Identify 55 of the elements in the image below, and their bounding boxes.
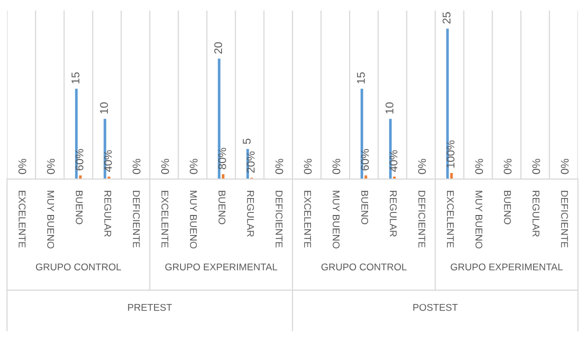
data-label: 0% xyxy=(504,158,512,174)
bar xyxy=(222,174,224,180)
data-label: 0% xyxy=(161,158,170,174)
data-label: 10 xyxy=(386,102,394,114)
x-tick-label: BUENO xyxy=(76,190,83,224)
data-label: 15 xyxy=(357,72,365,84)
text: PRETEST xyxy=(128,304,172,311)
data-label: 40% xyxy=(390,150,398,172)
text: GRUPO CONTROL xyxy=(36,264,122,270)
x-tick-label: MUY BUENO xyxy=(475,190,482,248)
text: GRUPO EXPERIMENTAL xyxy=(165,264,278,270)
x-tick-label: DEFICIENTE xyxy=(132,190,140,248)
x-tick-label: REGULAR xyxy=(247,190,254,237)
data-label: 0% xyxy=(46,158,55,174)
bar xyxy=(450,172,453,180)
x-tick-label: EXCELENTE xyxy=(304,190,312,248)
data-label: 5 xyxy=(242,138,251,144)
data-label: 0% xyxy=(532,158,540,174)
data-label: 10 xyxy=(100,102,108,114)
x-tick-label: EXCELENTE xyxy=(18,190,26,248)
x-tick-label: MUY BUENO xyxy=(190,190,197,248)
x-tick-label: REGULAR xyxy=(104,190,112,237)
data-label: 0% xyxy=(304,158,312,174)
data-label: 100% xyxy=(446,140,454,168)
x-tick-label: MUY BUENO xyxy=(47,190,54,248)
text: GRUPO EXPERIMENTAL xyxy=(450,264,563,270)
x-tick-label: BUENO xyxy=(361,190,368,224)
x-tick-label: DEFICIENTE xyxy=(276,190,282,248)
data-label: 80% xyxy=(218,148,226,170)
data-label: 15 xyxy=(72,72,80,84)
x-tick-label: BUENO xyxy=(504,190,511,224)
x-tick-label: EXCELENTE xyxy=(161,190,168,248)
x-tick-label: REGULAR xyxy=(532,190,540,237)
data-label: 20 xyxy=(214,42,222,54)
x-tick-label: REGULAR xyxy=(390,190,397,237)
data-label: 25 xyxy=(442,12,450,24)
data-label: 0% xyxy=(190,158,198,174)
data-label: 40% xyxy=(104,150,112,172)
text: GRUPO CONTROL xyxy=(321,264,406,270)
text: POSTEST xyxy=(413,304,458,311)
data-label: 0% xyxy=(475,158,484,174)
data-label: 0% xyxy=(275,158,284,174)
data-label: 20% xyxy=(246,151,255,173)
data-label: 0% xyxy=(560,158,569,174)
data-label: 60% xyxy=(360,149,369,170)
x-tick-label: MUY BUENO xyxy=(332,190,340,248)
x-tick-label: DEFICIENTE xyxy=(561,190,568,248)
data-label: 0% xyxy=(418,158,426,174)
x-tick-label: EXCELENTE xyxy=(446,190,454,248)
x-tick-label: BUENO xyxy=(218,190,226,224)
data-label: 0% xyxy=(332,158,340,174)
x-tick-label: DEFICIENTE xyxy=(418,190,426,248)
data-label: 0% xyxy=(18,158,26,174)
data-label: 0% xyxy=(132,158,140,174)
data-label: 60% xyxy=(76,149,84,170)
